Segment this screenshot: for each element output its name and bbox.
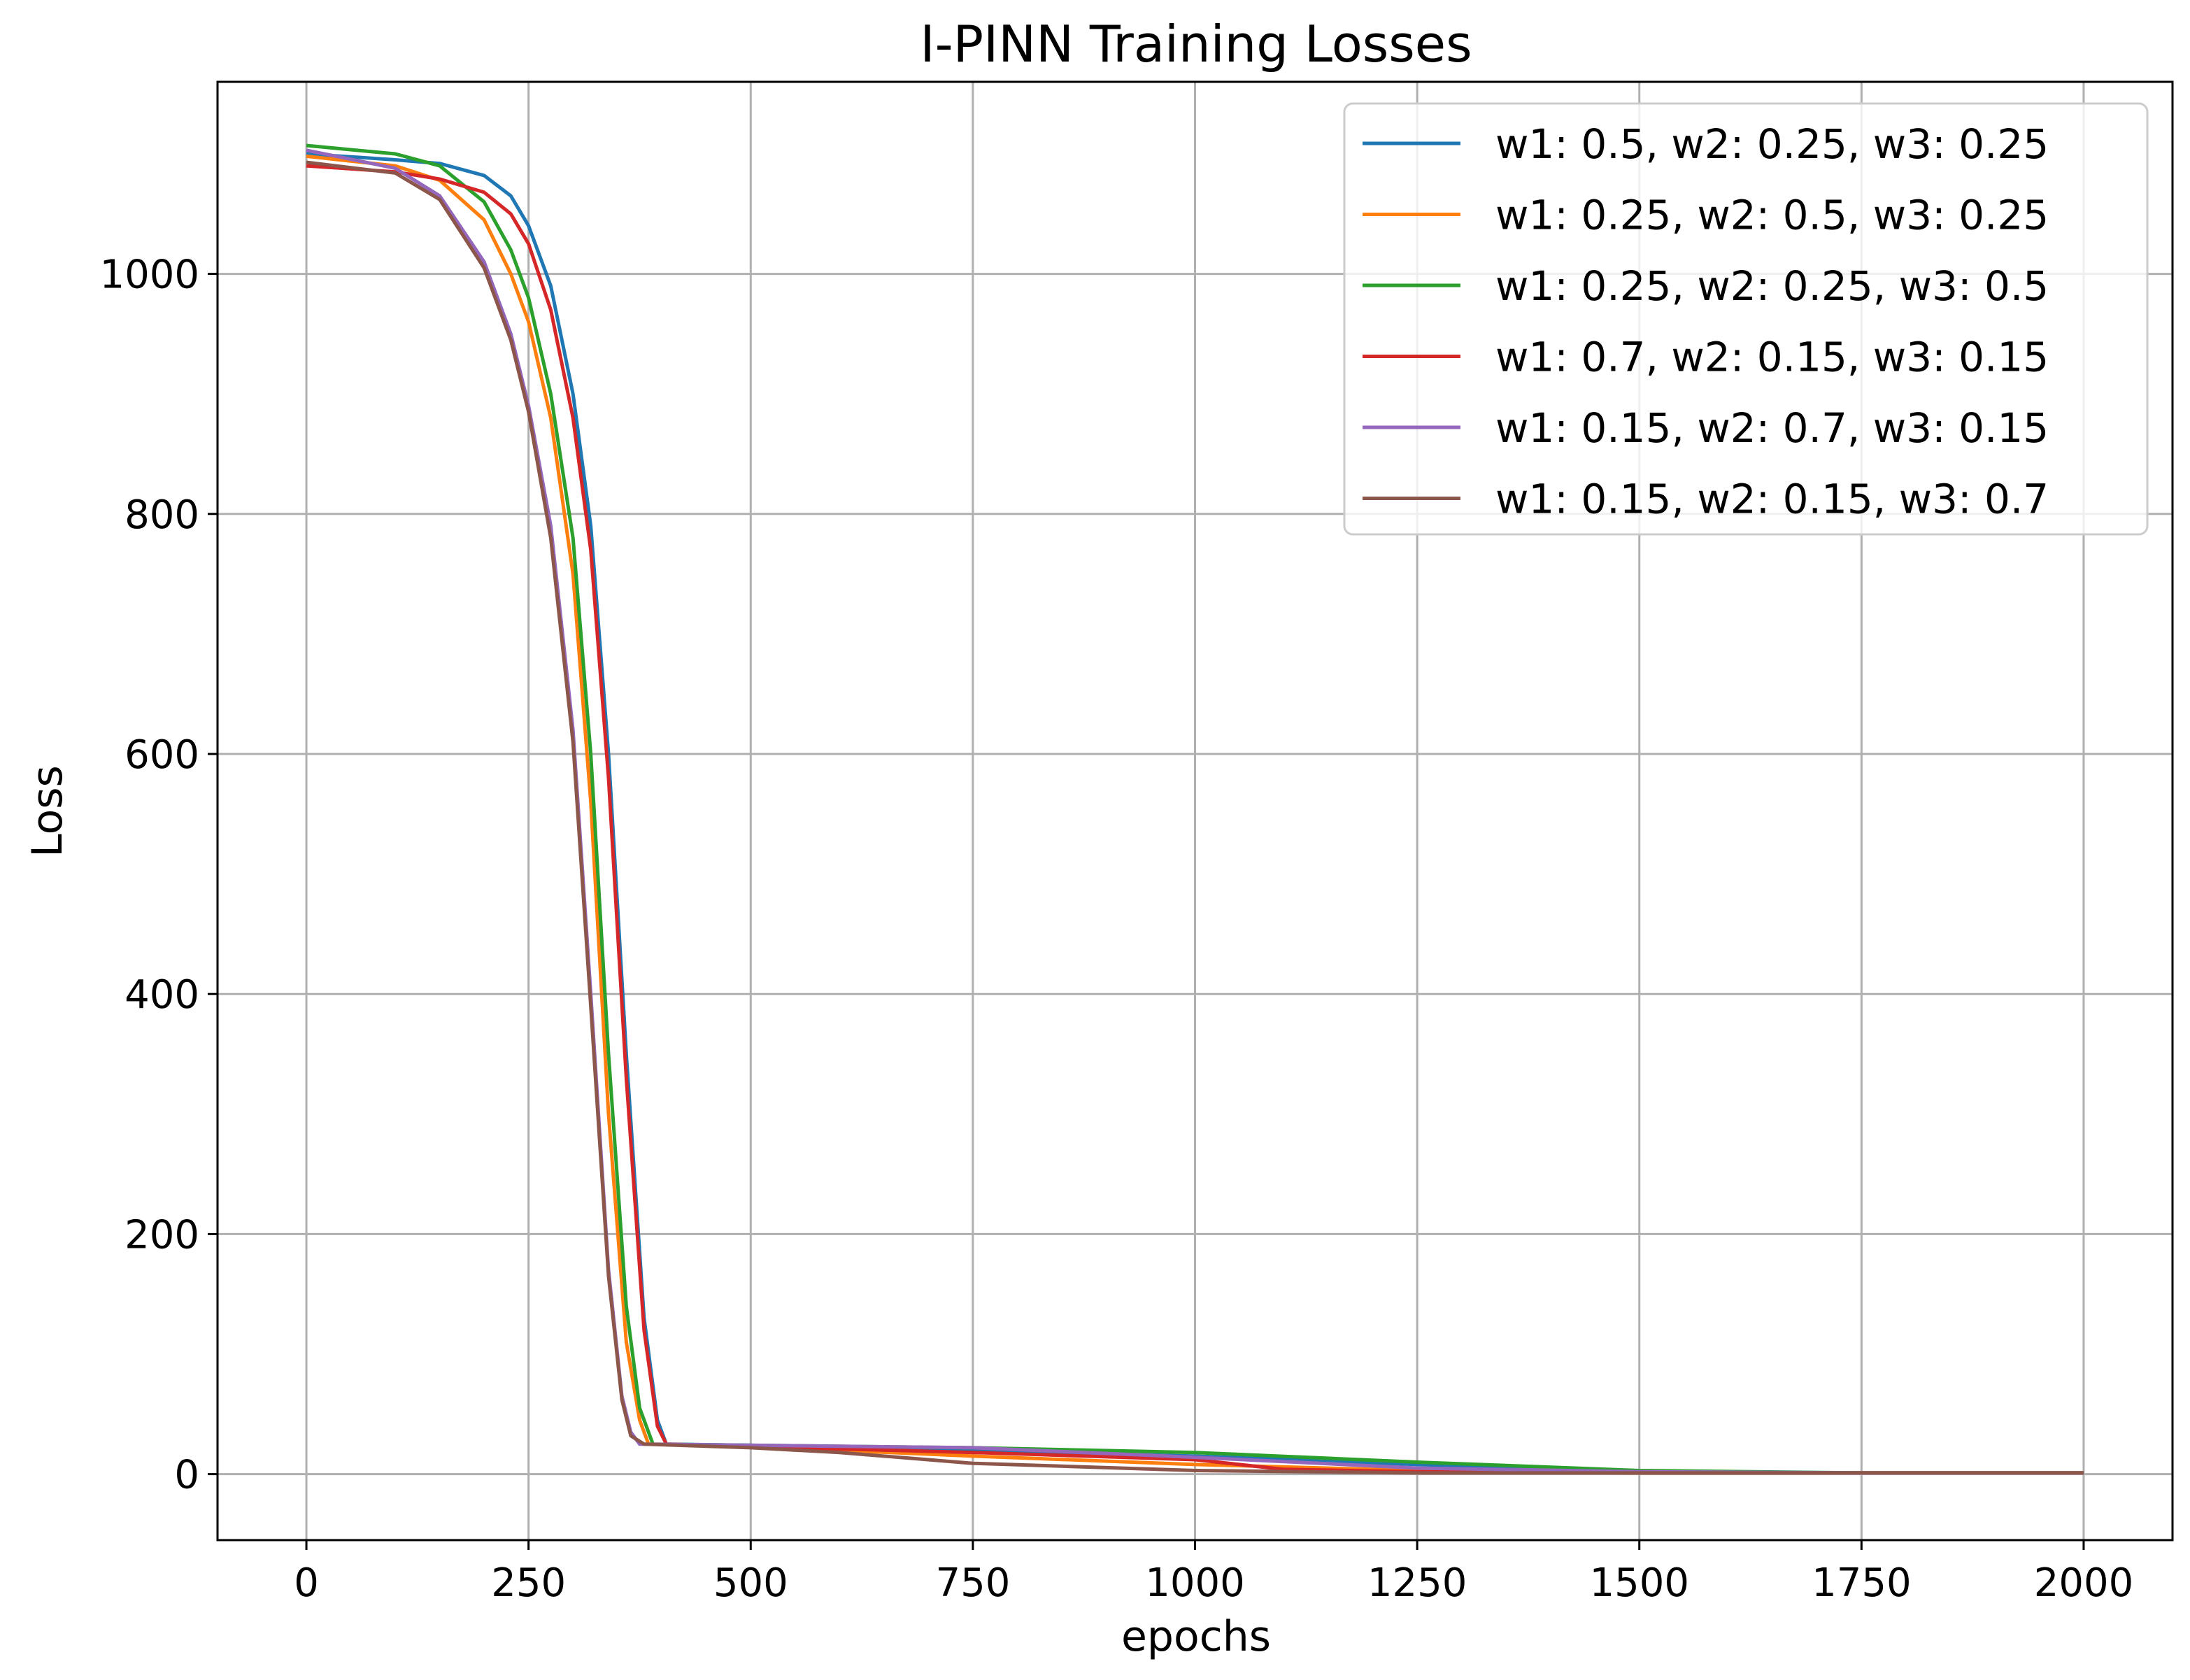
x-axis-label: epochs — [1121, 1612, 1271, 1661]
legend-label-2: w1: 0.25, w2: 0.5, w3: 0.25 — [1495, 192, 2049, 239]
x-tick-label: 2000 — [2034, 1560, 2134, 1606]
series-line-3 — [306, 143, 2084, 1475]
y-tick-label: 0 — [174, 1453, 199, 1498]
y-tick-label: 200 — [125, 1212, 199, 1258]
legend-label-4: w1: 0.7, w2: 0.15, w3: 0.15 — [1495, 334, 2049, 381]
y-tick-label: 800 — [125, 492, 199, 538]
x-tick-label: 1250 — [1367, 1560, 1467, 1606]
x-tick-label: 1000 — [1145, 1560, 1245, 1606]
legend-box — [1343, 102, 2149, 536]
y-tick-label: 400 — [125, 972, 199, 1018]
x-tick-label: 0 — [294, 1560, 319, 1606]
x-tick-label: 250 — [491, 1560, 566, 1606]
y-tick-label: 1000 — [99, 252, 199, 298]
x-tick-label: 500 — [713, 1560, 788, 1606]
series-layer — [306, 143, 2084, 1475]
y-tick-label: 600 — [125, 732, 199, 778]
legend-label-3: w1: 0.25, w2: 0.25, w3: 0.5 — [1495, 262, 2049, 310]
legend-label-5: w1: 0.15, w2: 0.7, w3: 0.15 — [1495, 404, 2049, 452]
chart-title: I-PINN Training Losses — [920, 15, 1472, 73]
x-tick-label: 1500 — [1589, 1560, 1689, 1606]
series-line-6 — [306, 160, 2084, 1475]
x-tick-label: 750 — [935, 1560, 1010, 1606]
legend: w1: 0.5, w2: 0.25, w3: 0.25 w1: 0.25, w2:… — [1343, 102, 2149, 536]
legend-label-1: w1: 0.5, w2: 0.25, w3: 0.25 — [1495, 120, 2049, 168]
legend-label-6: w1: 0.15, w2: 0.15, w3: 0.7 — [1495, 476, 2049, 523]
x-tick-label: 1750 — [1812, 1560, 1912, 1606]
y-axis-label: Loss — [23, 765, 72, 857]
ticks: 0 250 500 750 1000 1250 1500 1750 2000 0 200 400 600… — [99, 252, 2133, 1606]
